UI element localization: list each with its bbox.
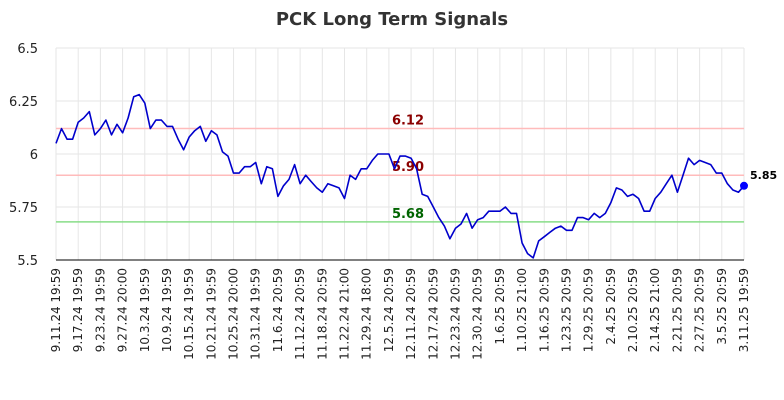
- series-layer: [55, 93, 745, 259]
- x-tick-label-8: 10.25.24 20:00: [227, 268, 241, 360]
- reference-label-1: 5.90: [392, 160, 424, 175]
- x-tick-label-29: 2.27.25 20:59: [693, 268, 707, 352]
- x-tick-label-13: 11.22.24 21:00: [338, 268, 352, 360]
- y-tick-label-1: 5.75: [9, 201, 38, 216]
- x-tick-label-20: 1.6.25 20:59: [493, 268, 507, 345]
- last-value-dot: [740, 181, 748, 190]
- y-axis-ticks: 5.5 5.75 6 6.25 6.5: [9, 42, 38, 269]
- x-tick-label-19: 12.30.24 20:59: [471, 268, 485, 360]
- y-tick-label-3: 6.25: [9, 95, 38, 110]
- x-tick-label-22: 1.16.25 20:59: [537, 268, 551, 352]
- x-tick-label-28: 2.21.25 20:59: [670, 268, 684, 352]
- x-tick-label-2: 9.23.24 19:59: [93, 268, 107, 352]
- x-tick-label-26: 2.10.25 20:59: [626, 268, 640, 352]
- x-tick-label-1: 9.17.24 19:59: [71, 268, 85, 352]
- series-line: [55, 93, 745, 259]
- x-tick-label-16: 12.11.24 20:59: [404, 268, 418, 360]
- x-tick-label-14: 11.29.24 18:00: [360, 268, 374, 360]
- reference-label-2: 5.68: [392, 207, 424, 222]
- x-tick-label-5: 10.9.24 19:59: [160, 268, 174, 352]
- reference-label-0: 6.12: [392, 114, 424, 129]
- x-tick-label-18: 12.23.24 20:59: [448, 268, 462, 360]
- x-tick-label-11: 11.12.24 20:59: [293, 268, 307, 360]
- x-tick-label-9: 10.31.24 19:59: [249, 268, 263, 360]
- x-tick-label-7: 10.21.24 19:59: [204, 268, 218, 360]
- x-tick-label-17: 12.17.24 20:59: [426, 268, 440, 360]
- last-value-label: 5.85: [750, 169, 777, 182]
- x-tick-label-4: 10.3.24 19:59: [138, 268, 152, 352]
- x-tick-label-30: 3.5.25 20:59: [715, 268, 729, 345]
- x-tick-label-31: 3.11.25 19:59: [737, 268, 751, 352]
- chart-title: PCK Long Term Signals: [276, 9, 508, 30]
- x-tick-label-24: 1.29.25 20:59: [582, 268, 596, 352]
- x-tick-label-23: 1.23.25 20:59: [559, 268, 573, 352]
- x-tick-label-6: 10.15.24 19:59: [182, 268, 196, 360]
- x-tick-label-25: 2.4.25 20:59: [604, 268, 618, 345]
- x-tick-label-0: 9.11.24 19:59: [49, 268, 63, 352]
- x-tick-label-27: 2.14.25 21:00: [648, 268, 662, 352]
- reference-lines: 6.12 5.90 5.68: [56, 114, 744, 223]
- y-tick-label-0: 5.5: [17, 254, 38, 269]
- y-tick-label-2: 6: [30, 148, 38, 163]
- x-tick-label-15: 12.5.24 20:59: [382, 268, 396, 352]
- last-value-marker: 5.85: [740, 169, 777, 190]
- x-axis-ticks: 9.11.24 19:59 9.17.24 19:59 9.23.24 19:59 9…: [49, 268, 751, 360]
- x-tick-label-21: 1.10.25 21:00: [515, 268, 529, 352]
- x-tick-label-12: 11.18.24 20:59: [315, 268, 329, 360]
- x-tick-label-3: 9.27.24 20:00: [116, 268, 130, 352]
- grid: [55, 47, 745, 261]
- x-tick-label-10: 11.6.24 20:59: [271, 268, 285, 352]
- y-tick-label-4: 6.5: [17, 42, 38, 57]
